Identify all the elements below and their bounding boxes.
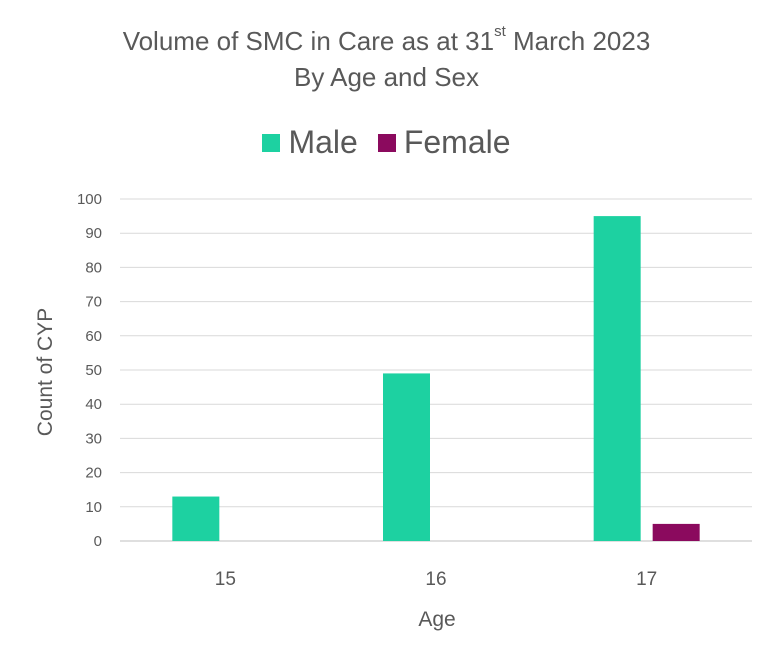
gridlines [120,198,752,542]
x-axis-label: Age [418,608,455,631]
legend-item-male: Male [262,124,358,161]
bar-male-16 [383,373,430,541]
y-tick-label: 40 [85,396,102,413]
chart-title-main: Volume of SMC in Care as at 31 [122,26,495,56]
y-tick-label: 0 [94,533,102,550]
bars [172,216,700,541]
chart-title: Volume of SMC in Care as at 31st March 2… [0,23,773,57]
bar-male-15 [172,496,220,541]
y-tick-label: 30 [85,430,102,447]
x-axis-ticks: 15 16 17 [215,569,657,590]
y-tick-label: 70 [85,294,102,311]
y-axis-ticks: 0 10 20 30 40 50 60 70 80 90 100 [77,191,102,550]
x-tick-label: 17 [636,569,657,590]
x-tick-label: 16 [425,569,446,590]
y-tick-label: 60 [85,328,102,345]
y-tick-label: 80 [85,259,102,276]
y-tick-label: 50 [85,362,102,379]
y-axis-label: Count of CYP [34,308,57,436]
legend-label-female: Female [403,124,511,160]
bar-male-17 [593,216,641,541]
chart-title-superscript: st [494,23,506,41]
chart-subtitle: By Age and Sex [293,62,480,92]
x-tick-label: 15 [215,569,236,590]
y-tick-label: 10 [85,499,102,516]
legend-item-female: Female [377,124,511,161]
y-tick-label: 20 [85,465,102,482]
legend-label-male: Male [288,124,358,160]
chart-title-suffix: March 2023 [505,26,651,56]
y-tick-label: 90 [85,225,102,242]
legend-swatch-female [377,133,396,152]
bar-female-17 [652,523,700,541]
legend-swatch-male [262,133,281,152]
y-tick-label: 100 [77,191,102,208]
chart-legend: Male Female [0,124,773,161]
